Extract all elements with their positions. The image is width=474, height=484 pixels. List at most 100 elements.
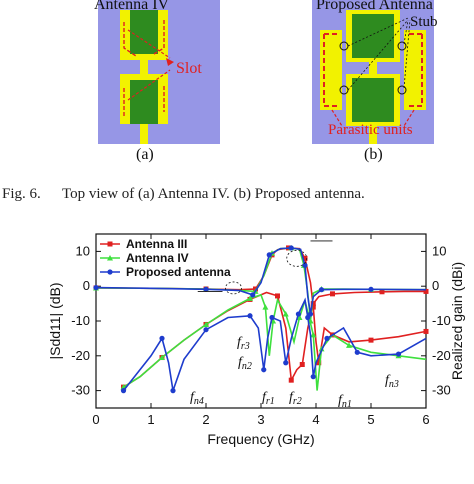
x-tick-label: 1 [147, 412, 154, 427]
slot-dashes-a [123, 20, 165, 116]
x-tick-label: 0 [92, 412, 99, 427]
point-gain-series-2 [307, 311, 314, 317]
point-gain-series-2 [203, 286, 209, 292]
point-gain-series-0 [316, 360, 322, 366]
bottom-patch-green-a [130, 80, 158, 124]
sdd11-gain-chart: 0 1 2 3 4 5 6 10 0 -10 -20 -30 10 0 -10 -20 -30 Frequency… [47, 233, 465, 447]
feed-bottom-a [140, 124, 148, 144]
y-tick-label-right: -30 [432, 383, 451, 398]
legend-marker [107, 241, 113, 247]
y-tick-label-left: 10 [76, 243, 90, 258]
point-s11-series-0 [423, 288, 429, 294]
annotation-subscript: n4 [194, 396, 204, 407]
legend-marker [107, 269, 113, 275]
annotation-subscript: n3 [389, 379, 399, 390]
bottom-patch-green-b [352, 78, 394, 122]
annotation-fr1: fr1 [262, 390, 275, 407]
feed-top-b [369, 62, 377, 74]
x-axis-label: Frequency (GHz) [207, 431, 314, 447]
point-s11-series-1 [318, 345, 325, 352]
point-s11-series-1 [262, 304, 269, 310]
point-s11-series-2 [159, 335, 165, 341]
annotation-text: fn4 [190, 390, 204, 407]
point-s11-series-2 [170, 388, 176, 394]
point-s11-series-2 [283, 360, 289, 366]
annotation-text: fr3 [237, 335, 250, 352]
parasitic-left [320, 30, 342, 110]
annotation-subscript: r1 [266, 396, 275, 407]
point-gain-series-0 [310, 304, 316, 310]
chart-curves [93, 244, 429, 394]
point-s11-series-2 [247, 313, 253, 319]
curve-s11-series-1 [123, 293, 427, 391]
feed-bottom-b [369, 126, 377, 144]
slot-arrow-1 [127, 29, 171, 59]
point-s11-series-1 [247, 295, 253, 301]
y-tick-label-left: -30 [71, 383, 90, 398]
point-s11-series-0 [288, 377, 294, 383]
panel-a-sublabel: (a) [136, 146, 154, 163]
point-s11-series-2 [324, 335, 330, 341]
y-tick-label-right: -10 [432, 313, 451, 328]
point-gain-series-0 [302, 255, 308, 261]
annotation-fr3: fr3 [237, 335, 250, 352]
point-gain-series-2 [368, 286, 374, 292]
panel-b-title: Proposed Antenna [316, 0, 433, 13]
annotation-text: fr1 [262, 390, 275, 407]
legend-marker [107, 255, 113, 261]
point-s11-series-0 [275, 293, 280, 299]
chart-axes: 0 1 2 3 4 5 6 10 0 -10 -20 -30 10 0 -10 -20 -30 Frequency… [47, 233, 465, 447]
point-s11-series-2 [120, 388, 127, 394]
panel-b-sublabel: (b) [364, 146, 383, 163]
stub-circle-4 [397, 85, 407, 95]
y-axis-label-right: Realized gain (dBi) [449, 262, 465, 380]
annotation-text: fn2 [238, 355, 252, 372]
annotation-subscript: r2 [293, 396, 302, 407]
feed-top-a [140, 60, 148, 74]
point-s11-series-2 [395, 351, 402, 357]
point-gain-series-2 [250, 292, 256, 298]
annotation-fr2: fr2 [289, 390, 302, 407]
y-tick-label-left: -10 [71, 313, 90, 328]
group-marker-s11 [225, 281, 242, 295]
point-gain-series-0 [423, 328, 429, 334]
annotation-text: fn1 [338, 393, 352, 410]
point-gain-series-2 [318, 287, 325, 293]
point-s11-series-2 [354, 349, 360, 355]
point-s11-series-0 [379, 289, 385, 295]
point-s11-series-1 [159, 354, 165, 361]
y-axis-label-left: |Sdd11| (dB) [47, 282, 63, 359]
x-tick-label: 5 [367, 412, 374, 427]
point-s11-series-1 [296, 314, 303, 321]
slot-label: Slot [176, 60, 202, 77]
annotation-text: fn3 [385, 373, 399, 390]
slot-arrow-2 [127, 69, 171, 101]
point-s11-series-2 [261, 367, 267, 373]
parasitic-dash-right [408, 33, 423, 107]
point-s11-series-0 [330, 291, 335, 297]
point-s11-series-2 [203, 327, 209, 333]
point-gain-series-2 [302, 262, 308, 268]
annotation-subscript: n2 [242, 361, 252, 372]
point-s11-series-1 [310, 331, 317, 338]
y-tick-label-left: -20 [71, 348, 90, 363]
point-s11-series-2 [305, 314, 311, 321]
point-s11-series-1 [282, 311, 289, 317]
caption-text: Top view of (a) Antenna IV. (b) Proposed… [62, 186, 365, 202]
annotation-fn4: fn4 [190, 390, 204, 407]
stub-label: Stub [410, 14, 438, 30]
top-patch-green-b [352, 14, 394, 58]
x-tick-label: 2 [202, 412, 209, 427]
x-tick-label: 4 [312, 412, 319, 427]
point-gain-series-2 [266, 252, 272, 258]
annotation-fn3: fn3 [385, 373, 399, 390]
annotation-subscript: n1 [342, 399, 352, 410]
point-s11-series-2 [295, 311, 301, 317]
panel-a-title: Antenna IV [94, 0, 170, 13]
legend-label: Antenna IV [126, 251, 189, 265]
y-tick-label-right: 10 [432, 243, 446, 258]
parasitic-dash-left [323, 33, 338, 107]
y-tick-label-right: 0 [432, 278, 439, 293]
legend-label: Antenna III [126, 237, 187, 251]
